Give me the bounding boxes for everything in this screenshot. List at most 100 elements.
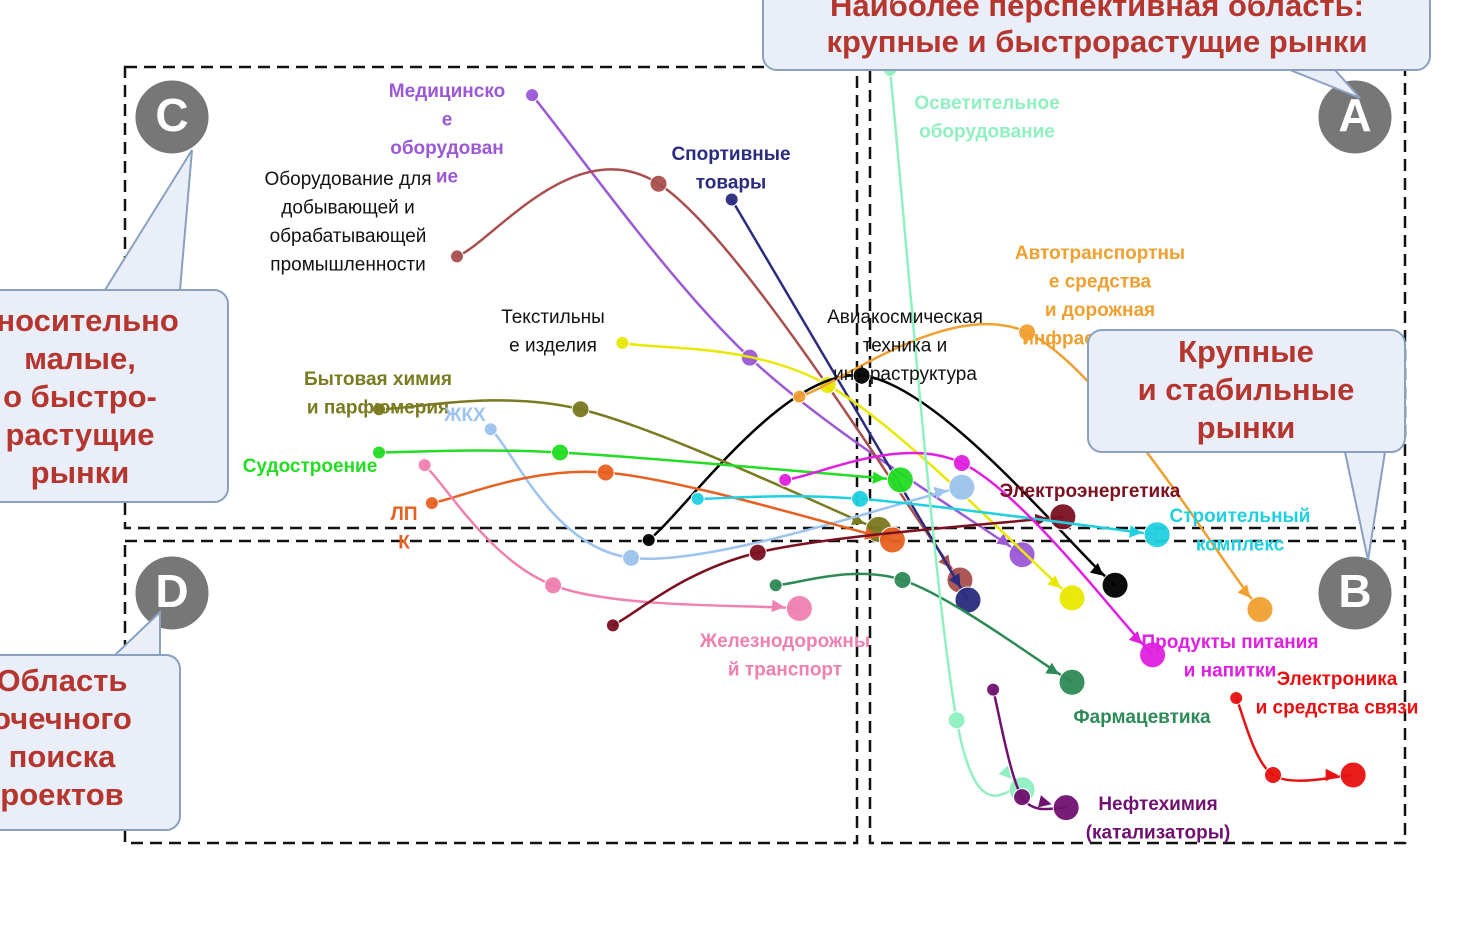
series-label-line: й транспорт xyxy=(728,660,842,681)
bubble xyxy=(893,571,912,590)
series-label-line: ие xyxy=(436,167,458,188)
callout-line: Наиболее перспективная область: xyxy=(830,0,1364,23)
bubble xyxy=(605,618,620,633)
bubble xyxy=(778,472,793,487)
bubble xyxy=(1339,761,1367,789)
callout-tail xyxy=(1343,451,1387,561)
series-label-line: ЛП xyxy=(391,504,418,525)
bubble xyxy=(1058,584,1086,612)
series-label-line: инфраструктура xyxy=(833,364,977,385)
series-label-line: Железнодорожны xyxy=(699,631,870,652)
bubble xyxy=(1101,571,1129,599)
bubble xyxy=(1143,521,1171,549)
series-label-line: е xyxy=(442,110,453,131)
callout-box xyxy=(0,289,229,503)
series-label-line: Продукты питания xyxy=(1141,632,1318,653)
series-label-line: Медицинско xyxy=(389,81,505,102)
callout-box xyxy=(1087,329,1406,453)
series-label-line: товары xyxy=(696,173,767,194)
series-label-line: обрабатывающей xyxy=(270,226,427,247)
quadrant-letter: B xyxy=(1338,565,1371,617)
bubble xyxy=(483,422,498,437)
callout-line: роектов xyxy=(0,777,123,812)
callout-line: и стабильные xyxy=(1138,372,1355,407)
bubble xyxy=(596,463,615,482)
callout-line: Область xyxy=(0,663,127,698)
bubble xyxy=(1139,641,1167,669)
trajectory xyxy=(612,513,1064,627)
series-label-line: е средства xyxy=(1049,272,1152,293)
bubble xyxy=(525,88,540,103)
series-label: Оборудование для добывающей и обрабатывающ… xyxy=(265,169,432,276)
bubble xyxy=(1264,766,1283,785)
bubble xyxy=(1246,596,1274,624)
callout-line: о быстро- xyxy=(3,379,157,414)
callout-tail xyxy=(112,609,161,656)
bubble xyxy=(952,454,971,473)
series-label-line: Судостроение xyxy=(243,456,378,477)
bubble xyxy=(768,578,783,593)
quadrant-d xyxy=(123,539,859,845)
series-label: Железнодорожны й транспорт xyxy=(699,631,870,681)
quadrant-letter: C xyxy=(155,89,188,141)
bubble xyxy=(690,491,705,506)
series-label-line: и напитки xyxy=(1184,661,1277,682)
bubble xyxy=(851,489,870,508)
callout-line: малые, xyxy=(24,341,136,376)
series-label-line: Нефтехимия xyxy=(1098,794,1217,815)
series-label-line: Электроэнергетика xyxy=(1000,481,1181,502)
bubble xyxy=(948,473,976,501)
bubble xyxy=(424,496,439,511)
bubble xyxy=(372,445,386,460)
series-label-line: и парфюмерия xyxy=(307,398,449,419)
quadrant-badge xyxy=(1315,553,1395,633)
bubble xyxy=(947,711,966,730)
bubble xyxy=(622,548,641,567)
quadrant-letter: D xyxy=(155,565,188,617)
callouts: A Наиболее перспективная область: крупные … xyxy=(0,0,1431,831)
bubble xyxy=(1229,691,1244,706)
bubble xyxy=(724,192,739,207)
bubble xyxy=(785,594,813,622)
callout-line: рынки xyxy=(31,455,130,490)
series-label-line: Осветительное xyxy=(914,93,1059,114)
series-label: Судостроение xyxy=(243,456,378,477)
callout-text: тносительно малые, о быстро-растущие рынки xyxy=(0,303,179,490)
callout-text: Область очечного поиска роектов xyxy=(0,663,132,812)
bubble xyxy=(748,543,767,562)
series-label-line: оборудован xyxy=(390,138,504,159)
plot xyxy=(372,62,1367,822)
series-label: Осветительное оборудование xyxy=(914,93,1059,143)
quadrant-badge xyxy=(132,77,212,157)
callout-line: Крупные xyxy=(1178,334,1314,369)
series-label-line: Текстильны xyxy=(501,307,605,328)
series-label-line: Спортивные xyxy=(671,144,790,165)
callout-box xyxy=(0,654,181,831)
series-label: Электроэнергетика xyxy=(1000,481,1181,502)
bubble xyxy=(1049,503,1077,531)
series-label-line: промышленности xyxy=(270,255,425,276)
trajectory xyxy=(697,494,1158,538)
trajectory xyxy=(489,428,963,561)
bubble xyxy=(1058,668,1086,696)
bubble xyxy=(372,402,386,417)
quadrant-badge xyxy=(132,553,212,633)
series-label-line: Автотранспортны xyxy=(1015,243,1185,264)
trajectory xyxy=(378,449,901,484)
series-label-line: Оборудование для xyxy=(265,169,432,190)
trajectory xyxy=(431,470,893,542)
quadrant-c xyxy=(123,65,859,530)
bubble xyxy=(792,389,807,404)
series-label-line: комплекс xyxy=(1196,535,1285,556)
bubble xyxy=(986,682,1001,697)
bubble xyxy=(852,366,871,385)
series-label: Строительный комплекс xyxy=(1170,506,1311,556)
series-label-line: техника и xyxy=(863,336,947,357)
series-label: Фармацевтика xyxy=(1073,707,1211,728)
bubble xyxy=(641,532,656,547)
series-label-line: е изделия xyxy=(509,336,597,357)
quadrant-badge xyxy=(1315,77,1395,157)
bubble xyxy=(649,174,668,193)
callout-line: тносительно xyxy=(0,303,179,338)
